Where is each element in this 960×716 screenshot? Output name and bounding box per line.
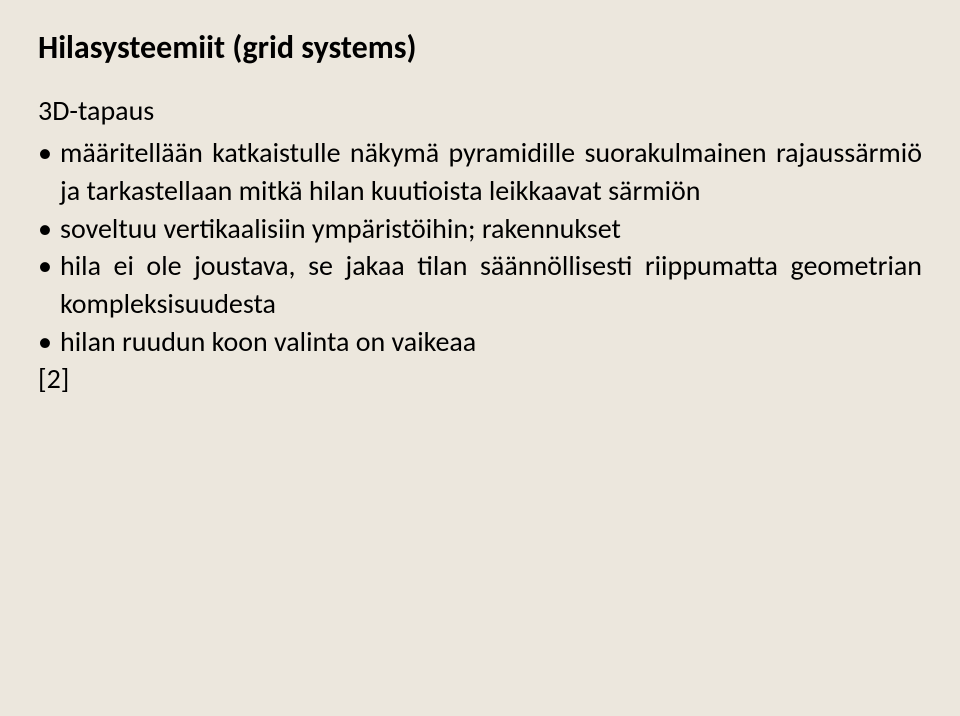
slide-title: Hilasysteemiit (grid systems) — [38, 28, 922, 67]
reference: [2] — [38, 361, 922, 396]
bullet-item: soveltuu vertikaalisiin ympäristöihin; r… — [38, 210, 922, 248]
bullet-item: määritellään katkaistulle näkymä pyramid… — [38, 134, 922, 210]
slide-subtitle: 3D-tapaus — [38, 93, 922, 128]
bullet-item: hilan ruudun koon valinta on vaikeaa — [38, 323, 922, 361]
bullet-item: hila ei ole joustava, se jakaa tilan sää… — [38, 247, 922, 323]
bullet-list: määritellään katkaistulle näkymä pyramid… — [38, 134, 922, 361]
